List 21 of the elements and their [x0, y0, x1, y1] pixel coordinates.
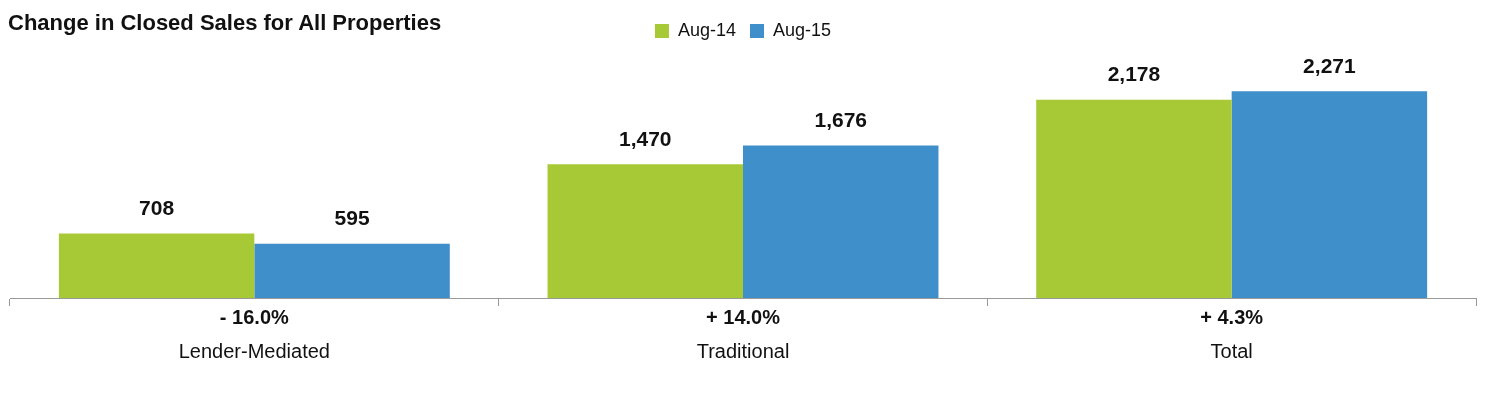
x-tick-label: Total: [1210, 339, 1253, 362]
chart-title: Change in Closed Sales for All Properties: [8, 10, 442, 36]
bar: [58, 233, 255, 298]
text: + 4.3%: [1200, 305, 1264, 328]
data-label: 1,470: [618, 126, 672, 150]
bar: [547, 164, 743, 298]
bar: [1231, 91, 1428, 298]
legend-label: Aug-14: [677, 19, 736, 40]
data-label: 2,178: [1107, 62, 1161, 86]
x-tick-label: Traditional: [696, 339, 790, 362]
bar: [254, 243, 450, 298]
text: + 14.0%: [706, 305, 781, 328]
x-tick-label: Lender-Mediated: [178, 339, 330, 362]
text: - 16.0%: [219, 305, 290, 328]
data-label: 2,271: [1303, 53, 1356, 77]
bar: [743, 145, 939, 298]
data-label: 595: [334, 206, 370, 230]
legend-label: Aug-15: [773, 19, 832, 40]
data-label: 708: [139, 195, 175, 219]
bar: [1036, 99, 1232, 298]
data-label: 1,676: [814, 107, 868, 131]
